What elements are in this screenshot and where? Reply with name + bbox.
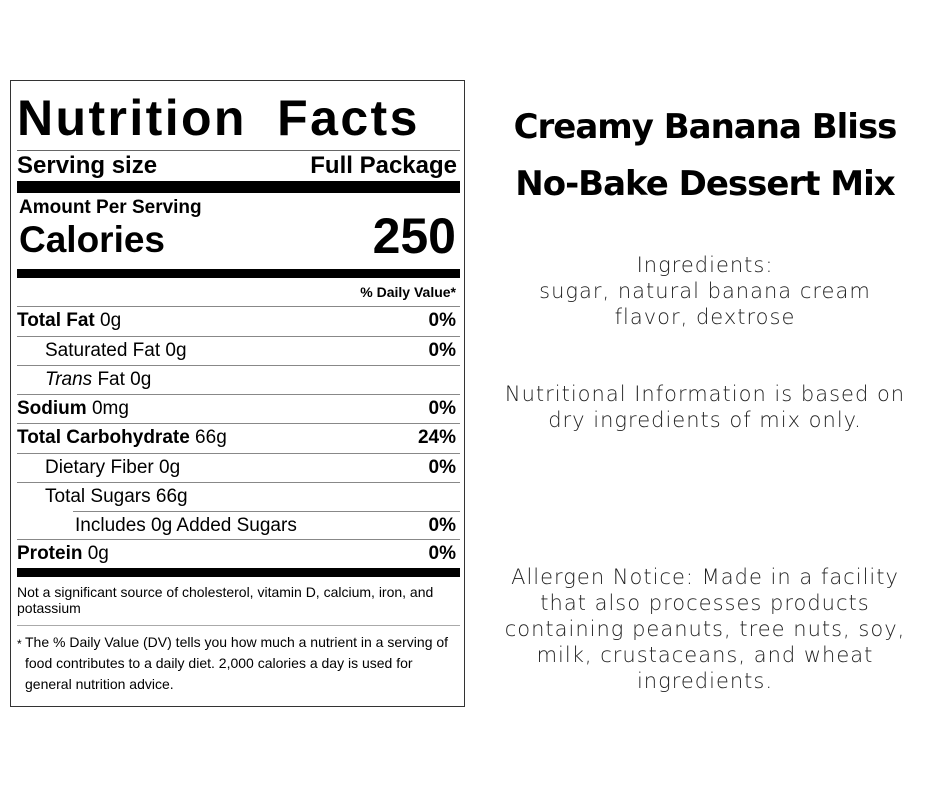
nutrient-row-added-sugars: Includes 0g Added Sugars 0%: [17, 512, 460, 540]
serving-size-label: Serving size: [17, 152, 158, 179]
nutrient-amount: 66g: [189, 427, 227, 448]
not-significant-note: Not a significant source of cholesterol,…: [17, 584, 434, 616]
nutrient-dv: 24%: [417, 427, 456, 448]
nutrient-row-trans-fat: Trans Fat 0g: [17, 366, 460, 394]
allergen-notice: Allergen Notice: Made in a facility that…: [504, 565, 906, 693]
nutrient-row-saturated-fat: Saturated Fat 0g 0%: [17, 337, 460, 365]
nutrient-amount: 0g: [82, 543, 109, 564]
nutrient-name: Total Carbohydrate: [17, 427, 190, 448]
nutrient-dv: 0%: [428, 515, 456, 536]
product-title-line2: No-Bake Dessert Mix: [515, 164, 895, 204]
nutrient-dv: 0%: [428, 457, 456, 478]
nutrient-amount: Fat 0g: [92, 369, 152, 390]
product-title-line1: Creamy Banana Bliss: [513, 107, 898, 147]
ingredients: Ingredients: sugar, natural banana cream…: [500, 252, 910, 330]
nutrient-row-total-sugars: Total Sugars 66g: [17, 483, 460, 511]
ingredients-heading: Ingredients:: [636, 253, 774, 277]
serving-size-value: Full Package: [310, 152, 457, 179]
product-title: Creamy Banana Bliss No-Bake Dessert Mix: [480, 99, 930, 213]
calories-value: 250: [372, 208, 456, 264]
amount-per-serving: Amount Per Serving: [19, 197, 202, 218]
footnote-star: *: [17, 637, 22, 651]
nutrition-facts-label: Nutrition Facts Serving size Full Packag…: [10, 80, 465, 707]
calories-label: Calories: [19, 219, 166, 260]
nutrient-name: Total Sugars 66g: [45, 486, 188, 507]
nutrient-name: Saturated Fat 0g: [45, 340, 187, 361]
nutrition-note: Nutritional Information is based on dry …: [504, 382, 906, 432]
nutrient-row-dietary-fiber: Dietary Fiber 0g 0%: [17, 454, 460, 482]
nutrient-row-total-fat: Total Fat 0g 0%: [17, 307, 460, 335]
thick-divider: [17, 568, 460, 577]
daily-value-footnote: The % Daily Value (DV) tells you how muc…: [25, 634, 449, 692]
nutrient-name: Includes 0g Added Sugars: [75, 515, 297, 536]
nutrient-dv: 0%: [428, 398, 456, 419]
nutrient-name: Sodium: [17, 398, 87, 419]
nutrient-dv: 0%: [428, 340, 456, 361]
daily-value-header: % Daily Value*: [360, 284, 456, 300]
label-title: Nutrition Facts: [17, 90, 420, 146]
nutrient-amount: 0mg: [86, 398, 129, 419]
nutrient-row-protein: Protein 0g 0%: [17, 540, 460, 568]
nutrient-name: Trans: [45, 369, 93, 390]
divider: [17, 150, 460, 151]
ingredients-list: sugar, natural banana cream flavor, dext…: [539, 279, 871, 329]
nutrient-row-sodium: Sodium 0mg 0%: [17, 395, 460, 423]
nutrient-dv: 0%: [428, 310, 456, 331]
nutrient-amount: 0g: [94, 310, 122, 331]
divider: [17, 306, 460, 307]
thick-divider: [17, 269, 460, 278]
nutrient-name: Dietary Fiber 0g: [45, 457, 181, 478]
nutrient-dv: 0%: [428, 543, 456, 564]
thick-divider: [17, 181, 460, 193]
nutrient-name: Total Fat: [17, 310, 95, 331]
nutrient-name: Protein: [17, 543, 83, 564]
nutrient-row-total-carbohydrate: Total Carbohydrate 66g 24%: [17, 424, 460, 452]
